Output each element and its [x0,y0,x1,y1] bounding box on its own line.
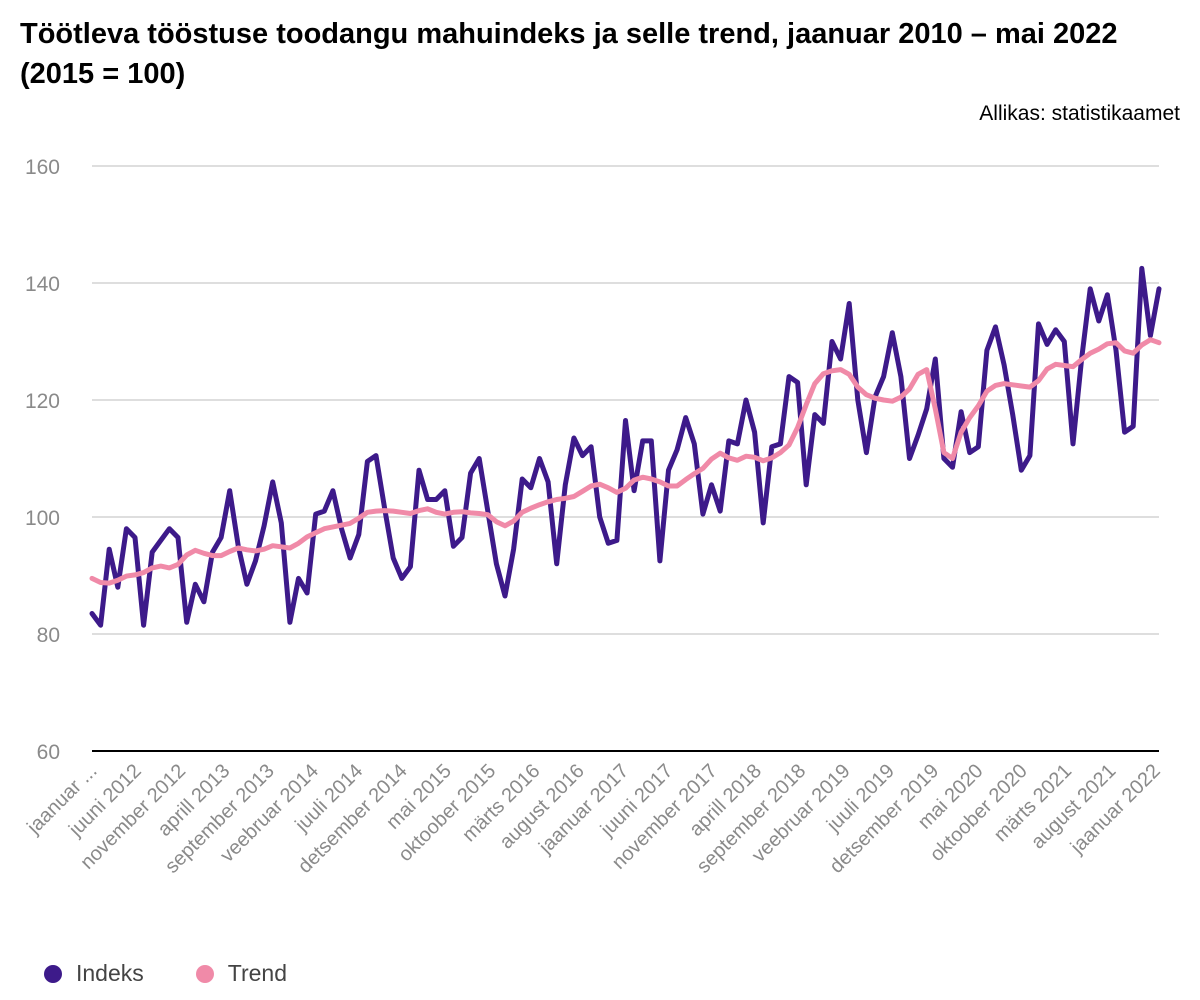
legend-swatch-trend [195,964,214,983]
legend-item-trend[interactable]: Trend [195,960,287,987]
y-tick-label-160: 160 [25,156,60,179]
chart-title: Töötleva tööstuse toodangu mahuindeks ja… [20,18,1118,90]
y-tick-label-120: 120 [25,390,60,413]
legend: Indeks Trend [44,960,339,987]
legend-swatch-indeks [44,964,62,983]
series-line-trend [89,337,1162,586]
y-tick-label-80: 80 [37,624,60,647]
source-label: Allikas: statistikaamet [979,102,1180,125]
series-line-indeks [89,265,1162,628]
y-tick-label-100: 100 [25,507,60,530]
legend-label-indeks: Indeks [76,960,144,986]
y-tick-label-140: 140 [25,273,60,296]
legend-label-trend: Trend [227,960,287,986]
legend-item-indeks[interactable]: Indeks [44,960,144,987]
y-tick-label-60: 60 [37,741,60,764]
